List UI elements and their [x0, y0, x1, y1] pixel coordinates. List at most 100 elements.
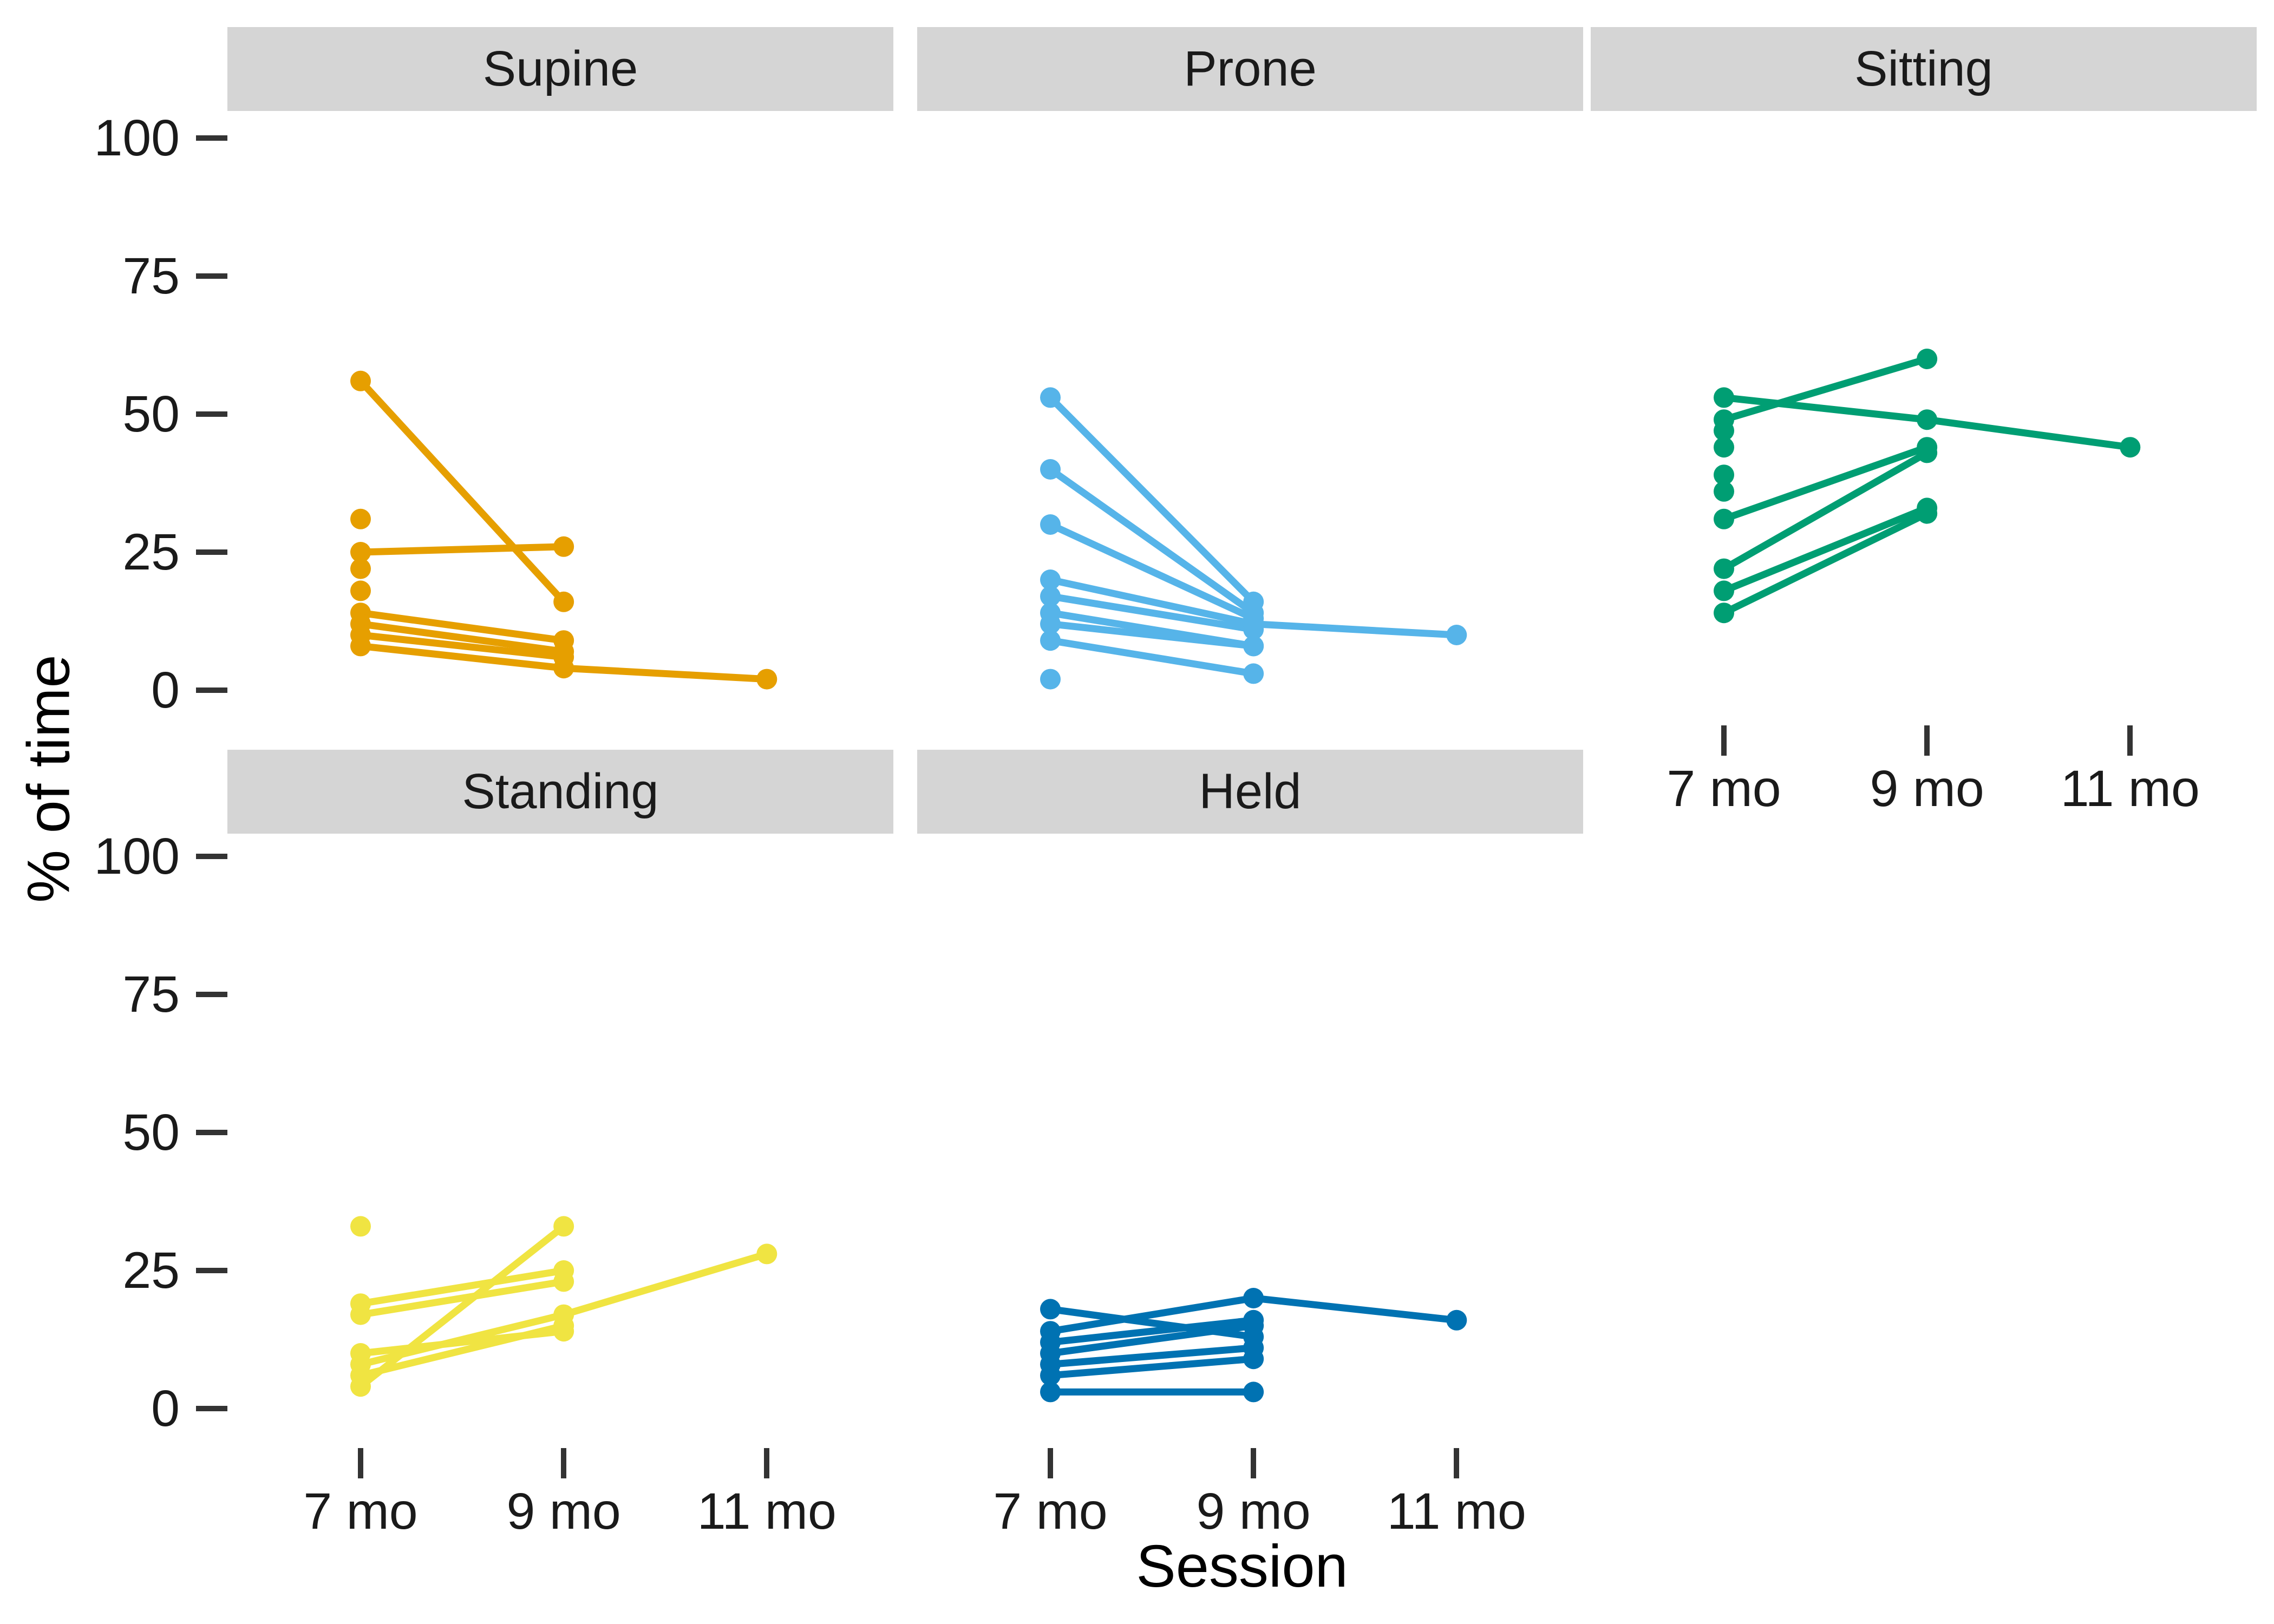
- facet-strip-label: Sitting: [1854, 41, 1993, 96]
- data-point: [1243, 619, 1264, 640]
- data-point: [1917, 442, 1938, 463]
- data-point: [1714, 464, 1734, 486]
- facet-panel-sitting: [1714, 349, 2141, 624]
- data-point: [1714, 420, 1734, 441]
- y-axis-tick: [196, 273, 227, 279]
- x-axis-tick-label: 11 mo: [1387, 1483, 1526, 1540]
- facet-strip-label: Held: [1199, 764, 1302, 819]
- x-axis-tick: [1924, 725, 1930, 756]
- facet-panel-held: [1040, 1288, 1467, 1403]
- subject-line: [1720, 504, 1931, 594]
- y-axis-tick-label: 0: [151, 1380, 180, 1437]
- y-axis-tick-label: 25: [122, 1242, 180, 1299]
- subject-line: [1047, 1317, 1257, 1346]
- data-point: [553, 536, 574, 557]
- subject-line: [1047, 1344, 1257, 1368]
- y-axis-tick: [196, 1268, 227, 1273]
- y-axis-tick: [196, 1130, 227, 1135]
- data-point: [756, 1243, 777, 1265]
- facet-strip-label: Standing: [462, 764, 659, 819]
- subject-line: [1047, 593, 1257, 633]
- subject-line: [1047, 637, 1257, 677]
- subject-line: [357, 609, 567, 644]
- data-point: [1243, 1315, 1264, 1336]
- data-point: [2120, 437, 2141, 458]
- y-axis-tick-label: 0: [151, 662, 180, 719]
- data-point: [1917, 503, 1938, 524]
- x-axis-tick: [1721, 725, 1727, 756]
- facet-strip-held: Held: [917, 750, 1583, 834]
- subject-line: [1720, 510, 1931, 617]
- x-axis-tick: [2127, 725, 2133, 756]
- data-point: [1040, 514, 1061, 535]
- data-point: [350, 1216, 371, 1237]
- data-point: [1040, 387, 1061, 408]
- subject-line: [1720, 355, 1931, 423]
- data-point: [1446, 625, 1467, 645]
- data-point: [1040, 613, 1061, 634]
- data-point: [1243, 1288, 1264, 1308]
- x-axis-tick-label: 11 mo: [2060, 760, 2200, 817]
- data-point: [350, 580, 371, 601]
- subject-line: [357, 1267, 567, 1307]
- x-axis-tick: [561, 1448, 567, 1478]
- x-axis-tick-label: 9 mo: [1870, 760, 1984, 817]
- data-point: [350, 542, 371, 562]
- data-point: [1040, 586, 1061, 607]
- data-point: [553, 591, 574, 612]
- data-point: [1714, 580, 1734, 601]
- subject-line: [1047, 620, 1257, 650]
- y-axis-tick: [196, 135, 227, 141]
- x-axis-title: Session: [1136, 1533, 1348, 1600]
- subject-line: [357, 1222, 567, 1390]
- data-point: [350, 1304, 371, 1325]
- data-point: [1040, 1365, 1061, 1386]
- data-point: [1040, 669, 1061, 690]
- facet-strip-label: Prone: [1184, 41, 1317, 96]
- data-point: [756, 669, 777, 690]
- data-point: [1040, 630, 1061, 651]
- data-point: [350, 636, 371, 657]
- y-axis-tick-label: 100: [94, 828, 180, 885]
- subject-line: [357, 377, 567, 606]
- data-point: [553, 1216, 574, 1237]
- facet-panel-prone: [1040, 387, 1467, 690]
- y-axis-tick: [196, 854, 227, 859]
- y-axis-tick-label: 50: [122, 1104, 180, 1161]
- subject-line: [1047, 1355, 1257, 1379]
- data-point: [1917, 349, 1938, 369]
- data-point: [553, 658, 574, 679]
- x-axis-tick: [358, 1448, 363, 1478]
- data-point: [1243, 636, 1264, 657]
- facet-strip-standing: Standing: [227, 750, 893, 834]
- data-point: [1714, 437, 1734, 458]
- subject-line: [1047, 1322, 1257, 1357]
- y-axis-tick-label: 25: [122, 523, 180, 581]
- x-axis-tick-label: 9 mo: [1196, 1483, 1311, 1540]
- facet-strip-label: Supine: [482, 41, 638, 96]
- data-point: [1714, 603, 1734, 624]
- x-axis-tick-label: 11 mo: [697, 1483, 837, 1540]
- x-axis-tick: [1251, 1448, 1257, 1478]
- y-axis-tick: [196, 992, 227, 997]
- y-axis-tick-label: 50: [122, 385, 180, 443]
- facet-strip-sitting: Sitting: [1591, 27, 2257, 111]
- data-point: [1243, 663, 1264, 684]
- subject-line: [1047, 521, 1257, 622]
- y-axis-tick-label: 75: [122, 247, 180, 305]
- facet-strip-supine: Supine: [227, 27, 893, 111]
- y-axis-tick: [196, 549, 227, 555]
- y-axis-tick-label: 100: [94, 109, 180, 167]
- subject-line: [1720, 443, 1931, 523]
- data-point: [1714, 387, 1734, 408]
- data-point: [553, 1271, 574, 1292]
- subject-line: [357, 1322, 567, 1379]
- subject-line: [1720, 449, 1931, 573]
- subject-line: [1047, 394, 1257, 606]
- facet-strip-prone: Prone: [917, 27, 1583, 111]
- data-point: [350, 508, 371, 529]
- y-axis-tick: [196, 1406, 227, 1411]
- data-point: [1040, 459, 1061, 480]
- data-point: [350, 370, 371, 391]
- x-axis-tick: [1048, 1448, 1053, 1478]
